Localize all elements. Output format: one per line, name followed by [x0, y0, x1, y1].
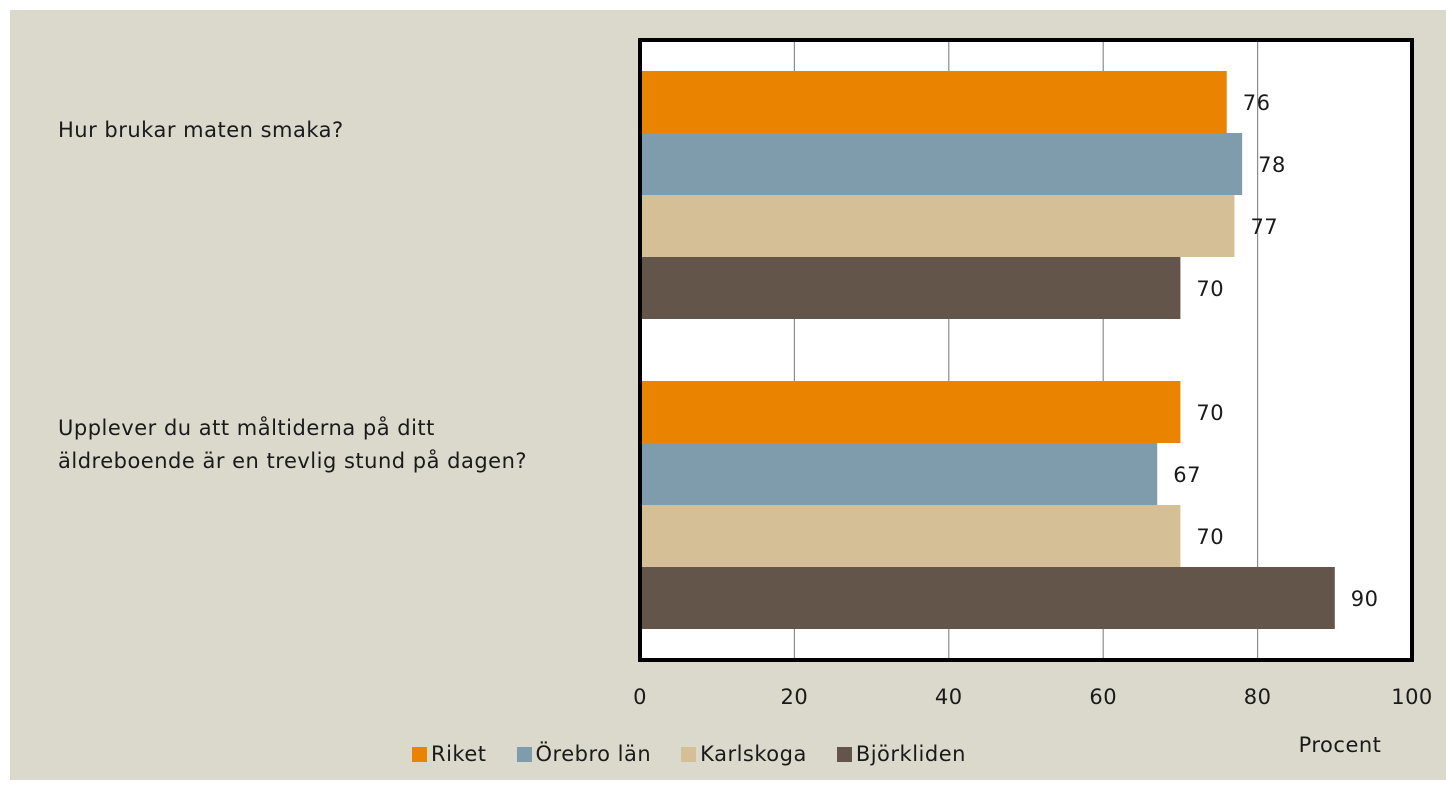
category-label: Upplever du att måltiderna på ditt äldre… — [58, 416, 528, 473]
bar — [640, 195, 1235, 257]
data-label: 78 — [1258, 153, 1286, 177]
data-label: 77 — [1250, 215, 1278, 239]
bar — [640, 71, 1227, 133]
legend-swatch — [836, 746, 852, 762]
data-label: 76 — [1243, 91, 1271, 115]
data-label: 70 — [1196, 401, 1224, 425]
bar — [640, 133, 1243, 195]
legend-label: Örebro län — [535, 742, 652, 766]
legend-swatch — [412, 746, 427, 762]
legend-swatch — [681, 746, 697, 762]
bar — [640, 567, 1335, 629]
x-tick-label: 0 — [633, 685, 647, 709]
data-label: 90 — [1351, 587, 1379, 611]
bar — [640, 257, 1181, 319]
bar — [640, 443, 1158, 505]
plot-border — [638, 38, 1414, 662]
data-label: 70 — [1196, 525, 1224, 549]
x-tick-label: 100 — [1391, 685, 1433, 709]
data-label: 67 — [1173, 463, 1201, 487]
legend-item: Örebro län — [516, 742, 652, 766]
x-tick-label: 60 — [1089, 685, 1117, 709]
legend: Riket Örebro län Karlskoga Björkliden — [412, 742, 966, 766]
x-axis-label: Procent — [1299, 733, 1382, 757]
x-tick-label: 80 — [1244, 685, 1272, 709]
legend-label: Karlskoga — [700, 742, 807, 766]
bar — [640, 381, 1181, 443]
legend-label: Riket — [431, 742, 487, 766]
category-label: Hur brukar maten smaka? — [58, 118, 344, 142]
legend-label: Björkliden — [855, 742, 966, 766]
legend-item: Riket — [412, 742, 487, 766]
legend-swatch — [516, 746, 532, 762]
x-tick-label: 40 — [935, 685, 963, 709]
x-tick-label: 20 — [781, 685, 809, 709]
legend-item: Björkliden — [836, 742, 966, 766]
bar — [640, 505, 1181, 567]
data-label: 70 — [1196, 277, 1224, 301]
legend-item: Karlskoga — [681, 742, 807, 766]
